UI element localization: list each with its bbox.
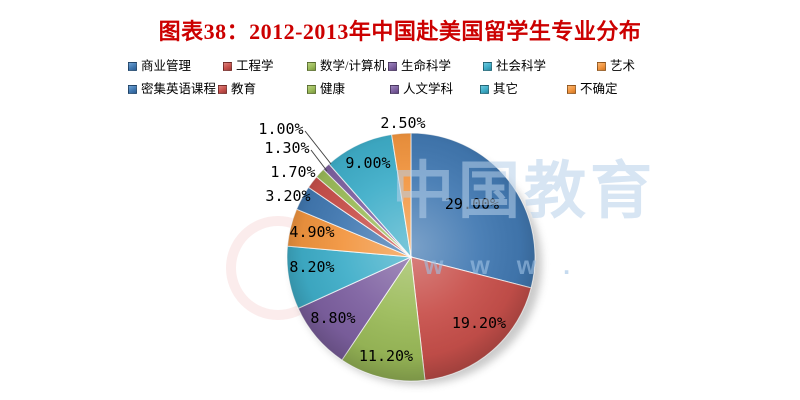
legend-item-1: 工程学 (223, 59, 274, 73)
legend-marker-icon (567, 84, 576, 94)
slice-label-1: 19.20% (452, 314, 506, 332)
legend-item-11: 不确定 (567, 82, 618, 96)
legend-marker-icon (388, 61, 397, 71)
leader-line-1 (310, 149, 328, 172)
slice-label-7: 1.70% (270, 163, 315, 181)
legend-label: 健康 (320, 82, 346, 96)
legend-label: 人文学科 (403, 82, 454, 96)
legend-label: 社会科学 (496, 59, 547, 73)
legend-item-3: 生命科学 (388, 59, 451, 73)
legend-item-6: 密集英语课程 (128, 82, 216, 96)
legend-label: 生命科学 (401, 59, 452, 73)
legend-item-7: 教育 (218, 82, 256, 96)
legend-marker-icon (223, 61, 232, 71)
legend-label: 数学/计算机 (320, 59, 386, 73)
legend-marker-icon (480, 84, 489, 94)
slice-label-4: 8.20% (289, 258, 334, 276)
chart-title: 图表38：2012-2013年中国赴美国留学生专业分布 (158, 19, 642, 44)
legend-marker-icon (218, 84, 227, 94)
slice-label-5: 4.90% (289, 223, 334, 241)
legend-item-0: 商业管理 (128, 59, 191, 73)
legend-label: 艺术 (610, 59, 636, 73)
slice-label-0: 29.00% (445, 195, 499, 213)
legend-item-10: 其它 (480, 82, 518, 96)
legend-item-9: 人文学科 (390, 82, 453, 96)
legend-marker-icon (483, 61, 492, 71)
slice-label-6: 3.20% (265, 187, 310, 205)
legend-marker-icon (597, 61, 606, 71)
legend-marker-icon (128, 84, 137, 94)
legend-label: 教育 (231, 82, 257, 96)
slice-label-10: 9.00% (345, 154, 390, 172)
legend-item-2: 数学/计算机 (307, 59, 386, 73)
legend-marker-icon (390, 84, 399, 94)
legend-label: 其它 (493, 82, 519, 96)
legend-label: 密集英语课程 (141, 82, 217, 96)
legend-marker-icon (307, 84, 316, 94)
legend-item-5: 艺术 (597, 59, 635, 73)
legend-label: 不确定 (580, 82, 618, 96)
legend-marker-icon (307, 61, 316, 71)
legend-item-4: 社会科学 (483, 59, 546, 73)
slice-label-11: 2.50% (380, 114, 425, 132)
slice-label-8: 1.30% (264, 139, 309, 157)
legend-label: 商业管理 (141, 59, 192, 73)
legend-item-8: 健康 (307, 82, 345, 96)
legend-label: 工程学 (236, 59, 274, 73)
pie-sheen-overlay (287, 133, 535, 381)
legend-marker-icon (128, 61, 137, 71)
slice-label-9: 1.00% (258, 120, 303, 138)
slice-label-3: 8.80% (310, 309, 355, 327)
leader-line-0 (304, 130, 332, 165)
slice-label-2: 11.20% (359, 347, 413, 365)
